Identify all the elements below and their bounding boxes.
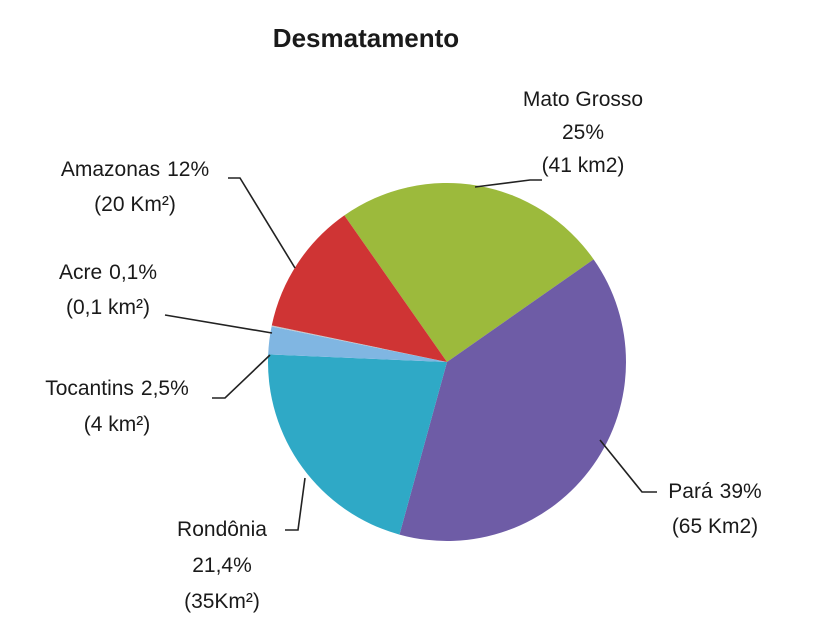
leader-line: [599, 439, 657, 493]
slice-label: Tocantins 2,5%: [45, 377, 189, 400]
area-label: (41 km2): [542, 154, 625, 177]
slice-label: Mato Grosso: [523, 88, 643, 111]
slice-label: (0,1 km²): [66, 296, 150, 319]
value-label: 0,1%: [109, 261, 157, 284]
category-label: Amazonas: [61, 158, 160, 181]
pie-slice: [344, 183, 594, 362]
pie-slice: [399, 259, 626, 541]
area-label: (4 km²): [84, 413, 151, 436]
slice-label: (41 km2): [542, 154, 625, 177]
area-label: (0,1 km²): [66, 296, 150, 319]
pie-slice: [271, 215, 447, 362]
value-label: 25%: [562, 121, 604, 144]
category-label: Pará: [668, 480, 713, 503]
leader-line: [474, 179, 542, 188]
area-label: (65 Km2): [672, 515, 758, 538]
leader-line: [285, 477, 306, 531]
slice-label: (35Km²): [184, 590, 260, 613]
category-label: Tocantins: [45, 377, 134, 400]
chart-title: Desmatamento: [273, 23, 459, 53]
slice-label: (4 km²): [84, 413, 151, 436]
slice-label: 25%: [562, 121, 604, 144]
pie-slice: [268, 354, 447, 535]
value-label: 12%: [167, 158, 209, 181]
slice-label: Amazonas 12%: [61, 158, 209, 181]
slice-label: 21,4%: [192, 554, 252, 577]
area-label: (35Km²): [184, 590, 260, 613]
category-label: Mato Grosso: [523, 88, 643, 111]
slice-label: Pará 39%: [668, 480, 761, 503]
leader-line: [228, 177, 296, 269]
slice-label: Acre 0,1%: [59, 261, 157, 284]
leader-line: [212, 354, 271, 399]
pie-slice: [271, 325, 447, 362]
slice-label: (20 Km²): [94, 193, 176, 216]
category-label: Acre: [59, 261, 102, 284]
area-label: (20 Km²): [94, 193, 176, 216]
category-label: Rondônia: [177, 518, 267, 541]
slice-label: Rondônia: [177, 518, 267, 541]
slice-label: (65 Km2): [672, 515, 758, 538]
pie-slice: [268, 326, 447, 362]
leader-line: [164, 314, 273, 334]
value-label: 39%: [720, 480, 762, 503]
value-label: 21,4%: [192, 554, 252, 577]
value-label: 2,5%: [141, 377, 189, 400]
